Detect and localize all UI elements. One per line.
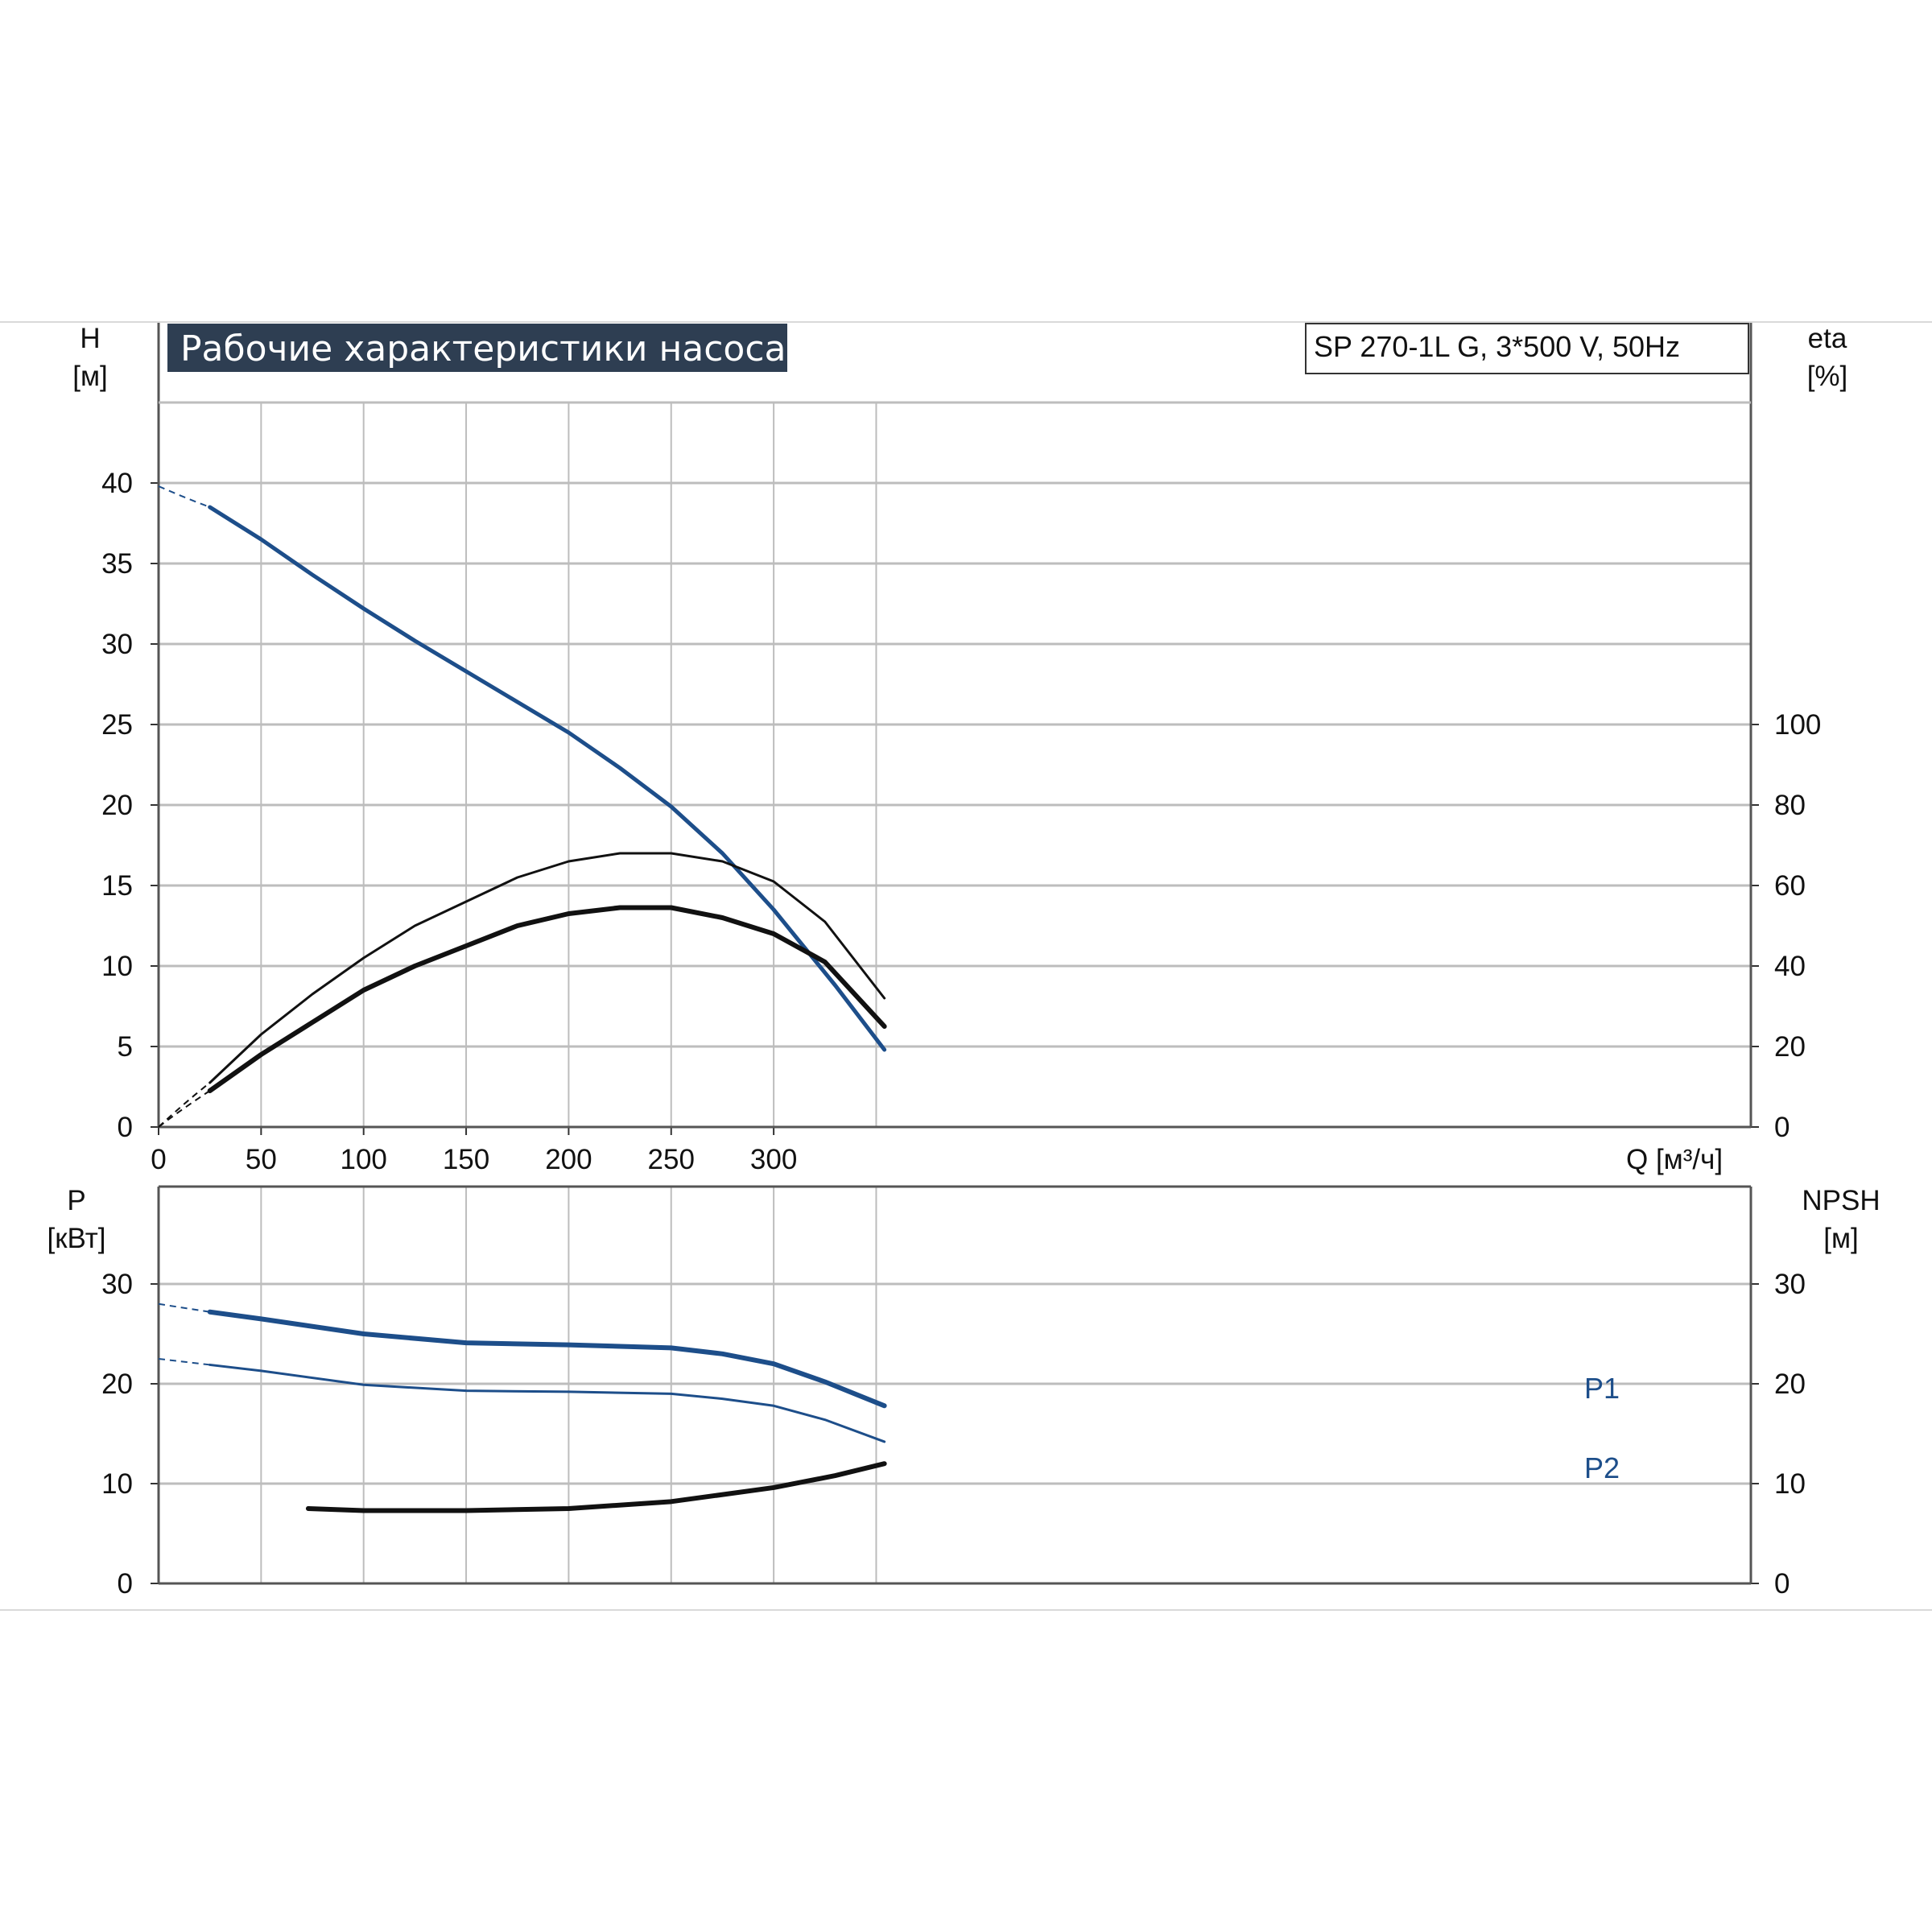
- h-axis-tick-label: 20: [101, 790, 133, 821]
- model-label: SP 270-1L G, 3*500 V, 50Hz: [1314, 330, 1680, 363]
- q-axis-tick-label: 150: [443, 1144, 489, 1175]
- bottom-panel-grid: [151, 1185, 1759, 1585]
- p1-power-curve-extrapolation: [158, 1302, 210, 1313]
- npsh-axis-label: NPSH: [1802, 1185, 1880, 1216]
- q-axis-tick-label: 0: [151, 1144, 166, 1175]
- npsh-axis-unit: [м]: [1823, 1223, 1859, 1254]
- eta-axis-tick-label: 80: [1774, 790, 1806, 821]
- h-axis-tick-label: 15: [101, 870, 133, 902]
- npsh-axis-tick-label: 20: [1774, 1368, 1806, 1400]
- bottom-panel-curves: [158, 1302, 887, 1513]
- p-axis-tick-label: 0: [118, 1568, 133, 1600]
- p-axis-tick-label: 20: [101, 1368, 133, 1400]
- eta-axis-tick-label: 20: [1774, 1031, 1806, 1063]
- eta-axis-tick-label: 0: [1774, 1112, 1790, 1143]
- head-curve-extrapolation: [158, 485, 211, 508]
- npsh-axis-tick-label: 10: [1774, 1468, 1806, 1500]
- p1-power-curve: [207, 1309, 887, 1409]
- eta-axis-unit: [%]: [1807, 361, 1848, 392]
- q-axis-tick-label: 300: [750, 1144, 797, 1175]
- q-axis-label: Q [м³/ч]: [1626, 1144, 1723, 1175]
- efficiency-curve-total-extrapolation: [158, 1090, 211, 1128]
- p2-power-curve: [208, 1363, 886, 1443]
- h-axis-tick-label: 5: [118, 1031, 133, 1063]
- h-axis-unit: [м]: [72, 361, 108, 392]
- p2-curve-label: P2: [1584, 1451, 1620, 1484]
- p1-curve-label: P1: [1584, 1372, 1620, 1405]
- q-axis-tick-label: 100: [340, 1144, 386, 1175]
- h-axis-tick-label: 10: [101, 951, 133, 982]
- eta-axis-tick-label: 100: [1774, 709, 1821, 741]
- q-axis-tick-label: 250: [648, 1144, 695, 1175]
- model-box: [1305, 323, 1749, 374]
- chart-title-box: [167, 324, 787, 372]
- efficiency-curve-eta: [208, 852, 886, 1084]
- p-axis-tick-label: 10: [101, 1468, 133, 1500]
- head-curve: [208, 505, 887, 1052]
- top-panel-ticks: 0 5 10 15 20 25 30 35 40 0 20 40 60 80 100 0 50 100 150 200…: [101, 468, 1821, 1175]
- q-axis-tick-label: 50: [246, 1144, 277, 1175]
- h-axis-tick-label: 40: [101, 468, 133, 499]
- eta-axis-tick-label: 40: [1774, 951, 1806, 982]
- npsh-axis-tick-label: 30: [1774, 1269, 1806, 1300]
- p-axis-unit: [кВт]: [47, 1223, 106, 1254]
- p-axis-label: P: [67, 1185, 85, 1216]
- p2-power-curve-extrapolation: [158, 1358, 210, 1366]
- bottom-panel-ticks: 0 10 20 30 0 10 20 30: [101, 1269, 1806, 1600]
- h-axis-tick-label: 35: [101, 548, 133, 580]
- q-axis-tick-label: 200: [545, 1144, 592, 1175]
- h-axis-tick-label: 0: [118, 1112, 133, 1143]
- top-panel-grid: [151, 322, 1759, 1135]
- eta-axis-tick-label: 60: [1774, 870, 1806, 902]
- efficiency-curve-total: [207, 905, 887, 1093]
- efficiency-curve-eta-extrapolation: [158, 1082, 211, 1128]
- npsh-curve: [305, 1461, 887, 1513]
- h-axis-label: H: [80, 323, 100, 354]
- h-axis-tick-label: 25: [101, 709, 133, 741]
- h-axis-tick-label: 30: [101, 629, 133, 660]
- p-axis-tick-label: 30: [101, 1269, 133, 1300]
- eta-axis-label: eta: [1808, 323, 1847, 354]
- top-panel-curves: [158, 485, 887, 1128]
- npsh-axis-tick-label: 0: [1774, 1568, 1790, 1600]
- chart-title: Рабочие характеристики насоса: [180, 328, 786, 369]
